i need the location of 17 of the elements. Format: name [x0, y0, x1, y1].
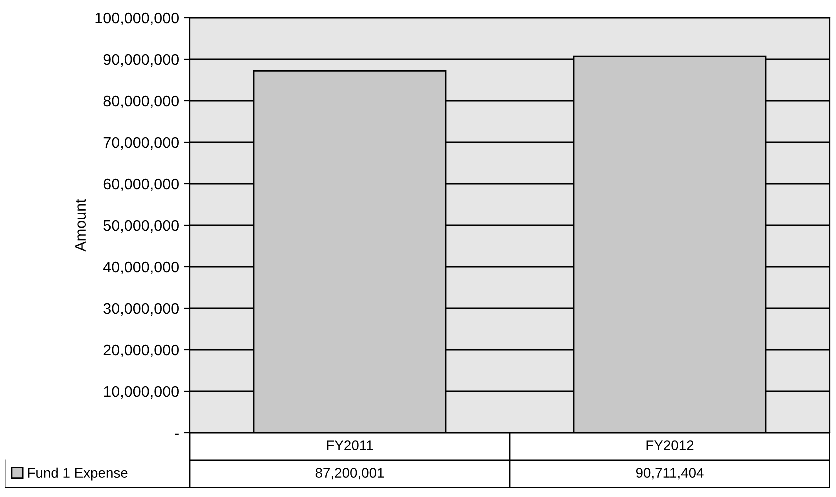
y-tick-label: 70,000,000 [104, 137, 179, 150]
y-tick-label: 100,000,000 [96, 12, 179, 26]
y-tick-label: 90,000,000 [104, 54, 179, 67]
x-tick-label: FY2011 [327, 440, 374, 450]
data-label: 87,200,001 [316, 468, 384, 480]
y-tick-label: 40,000,000 [103, 262, 179, 274]
x-tick-label: FY2012 [646, 440, 694, 450]
y-tick-label: 50,000,000 [104, 220, 179, 233]
y-tick-label: 10,000,000 [104, 386, 179, 399]
y-tick-label: - [175, 434, 179, 436]
y-tick-label: 80,000,000 [104, 96, 179, 108]
y-tick-label: 60,000,000 [104, 178, 179, 192]
y-axis-title: Amount [75, 199, 86, 252]
y-tick-label: 20,000,000 [104, 344, 179, 358]
y-tick-label: 30,000,000 [104, 303, 179, 316]
data-label: 90,711,404 [636, 468, 704, 480]
legend-label: Fund 1 Expense [28, 468, 128, 481]
